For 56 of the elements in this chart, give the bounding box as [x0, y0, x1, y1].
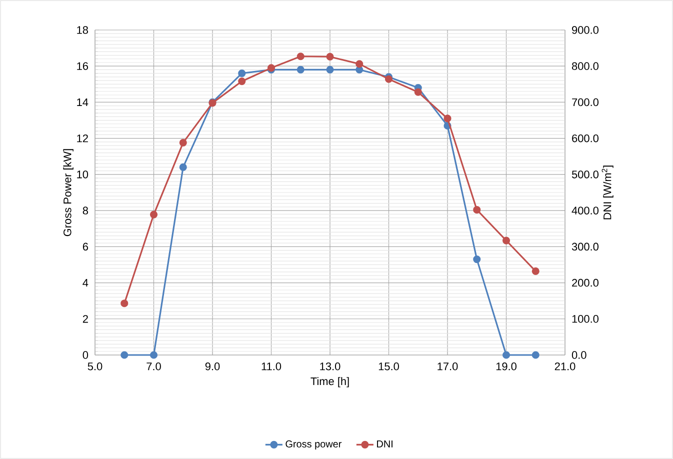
point [150, 210, 158, 218]
y-tick-label: 0 [82, 351, 88, 359]
y2-tick-label: 900.0 [572, 26, 598, 34]
y-tick-label: 2 [82, 315, 88, 323]
x-tick-label: 7.0 [146, 362, 161, 370]
point [502, 351, 510, 359]
point [296, 66, 304, 74]
x-axis-title: Time [h] [310, 377, 349, 388]
point [473, 206, 481, 214]
y-axis-title: Gross Power [kW] [63, 149, 74, 236]
point [120, 351, 128, 359]
x-tick-label: 5.0 [88, 362, 102, 370]
y2-tick-label: 400.0 [572, 206, 598, 214]
y2-tick-label: 100.0 [572, 315, 598, 323]
point [150, 351, 158, 359]
point [238, 77, 246, 86]
y-tick-label: 18 [77, 26, 88, 34]
y-tick-label: 16 [77, 62, 88, 70]
y-tick-label: 8 [82, 206, 88, 214]
y2-tick-label: 700.0 [572, 98, 598, 106]
point [502, 236, 510, 244]
y2-tick-label: 500.0 [572, 170, 598, 178]
x-tick-label: 11.0 [262, 362, 282, 370]
y2-tick-label: 600.0 [572, 134, 598, 142]
legend-label: DNI [377, 440, 392, 448]
point [532, 351, 540, 359]
x-tick-label: 9.0 [205, 362, 220, 370]
x-tick-label: 21.0 [554, 362, 576, 370]
y-tick-label: 6 [82, 242, 88, 251]
y-tick-label: 4 [82, 279, 88, 287]
y2-tick-label: 800.0 [572, 62, 598, 70]
point [238, 70, 246, 78]
point [179, 138, 187, 146]
point [532, 267, 540, 276]
point [356, 60, 364, 68]
x-tick-label: 17.0 [438, 362, 458, 370]
point [444, 114, 452, 122]
y-tick-label: 14 [77, 98, 88, 106]
x-tick-label: 15.0 [378, 362, 399, 370]
point [296, 52, 304, 60]
y2-tick-label: 300.0 [572, 242, 598, 251]
point [326, 52, 334, 61]
point [120, 300, 128, 308]
point [473, 256, 481, 264]
point [179, 163, 187, 172]
x-tick-label: 13.0 [320, 362, 340, 370]
y-tick-label: 12 [77, 134, 88, 142]
legend-label: Gross power [286, 440, 342, 450]
y-tick-label: 10 [77, 170, 88, 178]
point [356, 66, 364, 74]
y2-axis-title: DNI [W/m$^{2}$] [602, 166, 614, 220]
x-tick-label: 19.0 [496, 362, 516, 370]
y2-tick-label: 0.0 [572, 351, 586, 359]
point [326, 66, 334, 74]
point [414, 88, 422, 96]
y2-tick-label: 200.0 [572, 278, 598, 287]
